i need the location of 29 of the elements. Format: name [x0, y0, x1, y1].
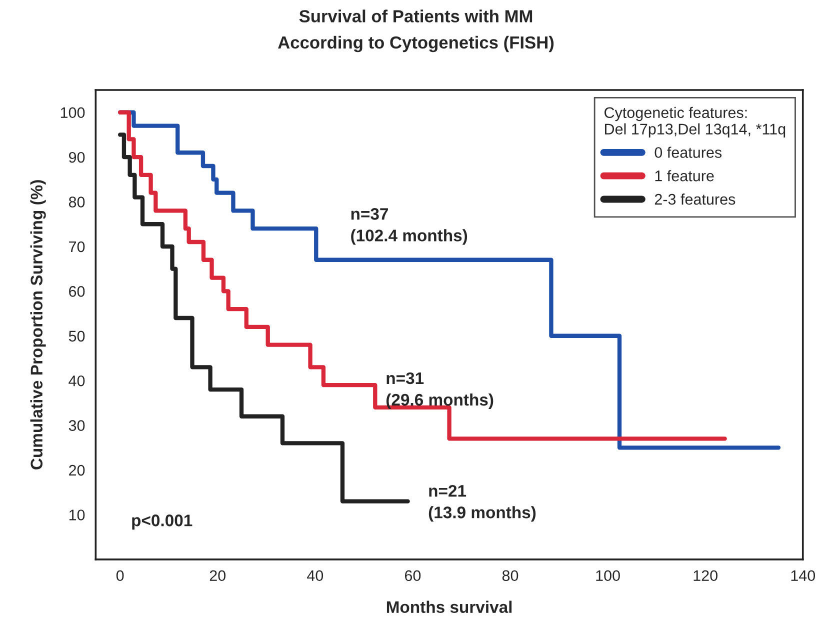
y-tick-label: 50 [68, 330, 85, 342]
annotation: n=37 (102.4 months) [351, 208, 468, 245]
y-tick-label: 40 [68, 375, 85, 386]
y-tick-label: 80 [68, 196, 85, 208]
x-tick-label: 80 [502, 570, 518, 582]
x-tick-label: 20 [210, 570, 226, 582]
legend-title: Cytogenetic features: Del 17p13,Del 13q14, *11q [604, 106, 786, 138]
x-tick-label: 60 [404, 570, 421, 582]
x-tick-label: 120 [694, 570, 718, 582]
legend-label: 2-3 features [654, 194, 736, 205]
x-tick-label: 0 [116, 570, 124, 582]
y-axis-title: Cumulative Proportion Surviving (%) [30, 180, 46, 470]
y-tick-label: 10 [69, 510, 85, 520]
y-tick-label: 100 [60, 107, 85, 118]
x-tick-label: 140 [791, 570, 816, 582]
y-tick-label: 20 [69, 464, 85, 476]
y-tick-label: 90 [68, 152, 85, 163]
chart-title: Survival of Patients with MM According to Cytogenetics (FISH) [278, 10, 554, 52]
annotation: n=31 (29.6 months) [386, 372, 494, 409]
y-tick-label: 70 [69, 241, 85, 252]
y-tick-label: 30 [68, 420, 85, 431]
legend-label: 0 features [654, 146, 722, 158]
legend-label: 1 feature [655, 170, 714, 182]
x-tick-label: 100 [596, 570, 620, 582]
annotation: p<0.001 [132, 514, 192, 530]
x-tick-label: 40 [307, 570, 324, 582]
x-axis-title: Months survival [386, 600, 512, 613]
y-tick-label: 60 [69, 286, 85, 297]
annotation: n=21 (13.9 months) [428, 484, 536, 522]
